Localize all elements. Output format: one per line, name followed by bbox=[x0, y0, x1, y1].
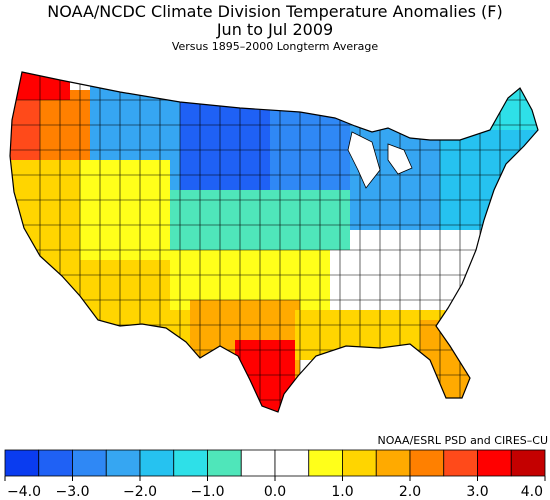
legend-tick-label: −3.0 bbox=[56, 484, 90, 500]
legend-swatch bbox=[72, 449, 107, 477]
map-period: Jun to Jul 2009 bbox=[216, 20, 334, 39]
legend-tick-label: 2.0 bbox=[399, 484, 421, 500]
region-florida bbox=[420, 320, 480, 410]
legend-swatch bbox=[477, 449, 512, 477]
legend-swatch bbox=[342, 449, 377, 477]
legend-swatch bbox=[510, 449, 546, 477]
legend-tick-label: 4.0 bbox=[521, 484, 543, 500]
legend-swatch bbox=[139, 449, 175, 477]
legend-swatch bbox=[38, 449, 73, 477]
legend-tick-label: −2.0 bbox=[123, 484, 157, 500]
legend-swatch bbox=[240, 449, 276, 477]
us-outline bbox=[9, 71, 539, 413]
legend-tick-label: 0.0 bbox=[264, 484, 286, 500]
region-south-texas bbox=[235, 340, 295, 412]
region-northern-plains bbox=[180, 72, 270, 210]
legend-swatch bbox=[105, 449, 141, 477]
legend-tick-label: 3.0 bbox=[466, 484, 488, 500]
legend-tick-label: −1.0 bbox=[191, 484, 225, 500]
legend-swatch bbox=[375, 449, 411, 477]
lake-michigan bbox=[347, 131, 381, 189]
legend-tick-label: 1.0 bbox=[331, 484, 353, 500]
map-title: NOAA/NCDC Climate Division Temperature A… bbox=[47, 2, 503, 21]
legend-swatch bbox=[308, 449, 343, 477]
legend-swatch bbox=[409, 449, 445, 477]
region-northeast bbox=[440, 120, 538, 240]
data-credit: NOAA/ESRL PSD and CIRES–CU bbox=[377, 434, 548, 447]
legend-swatch bbox=[274, 449, 310, 477]
lake-huron bbox=[387, 143, 413, 175]
legend-tick-label: −4.0 bbox=[7, 484, 41, 500]
legend-swatch bbox=[207, 449, 242, 477]
legend-swatch bbox=[443, 449, 478, 477]
map-subtitle: Versus 1895–2000 Longterm Average bbox=[171, 40, 379, 53]
legend-swatch bbox=[4, 449, 40, 477]
legend-swatch bbox=[173, 449, 208, 477]
anomaly-map bbox=[9, 71, 539, 413]
color-legend: −4.0 −3.0 −2.0 −1.0 0.0 1.0 2.0 3.0 4.0 bbox=[4, 449, 546, 500]
